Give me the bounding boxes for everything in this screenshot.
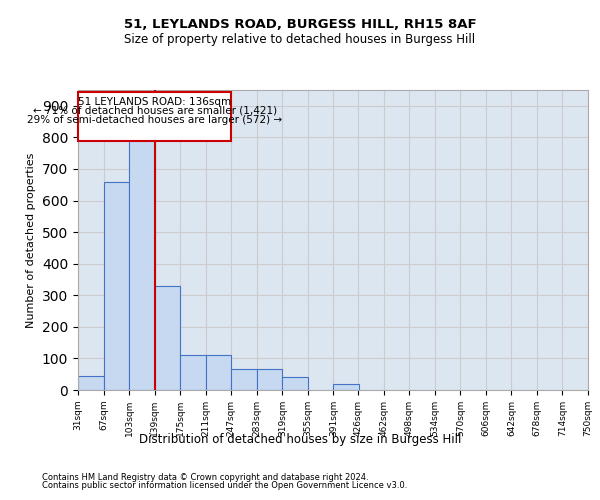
Bar: [78, 376, 104, 390]
Bar: [206, 356, 231, 390]
Text: Contains public sector information licensed under the Open Government Licence v3: Contains public sector information licen…: [42, 481, 407, 490]
Bar: [180, 356, 206, 390]
Bar: [257, 370, 282, 390]
Text: 29% of semi-detached houses are larger (572) →: 29% of semi-detached houses are larger (…: [27, 114, 282, 124]
Text: 51 LEYLANDS ROAD: 136sqm: 51 LEYLANDS ROAD: 136sqm: [78, 97, 231, 107]
Bar: [155, 286, 180, 390]
Bar: [282, 378, 308, 390]
Text: Size of property relative to detached houses in Burgess Hill: Size of property relative to detached ho…: [124, 32, 476, 46]
Bar: [104, 182, 129, 390]
FancyBboxPatch shape: [78, 92, 231, 140]
Bar: [334, 384, 359, 390]
Y-axis label: Number of detached properties: Number of detached properties: [26, 152, 37, 328]
Text: ← 71% of detached houses are smaller (1,421): ← 71% of detached houses are smaller (1,…: [32, 106, 277, 116]
Text: 51, LEYLANDS ROAD, BURGESS HILL, RH15 8AF: 51, LEYLANDS ROAD, BURGESS HILL, RH15 8A…: [124, 18, 476, 30]
Bar: [231, 370, 257, 390]
Text: Distribution of detached houses by size in Burgess Hill: Distribution of detached houses by size …: [139, 432, 461, 446]
Bar: [129, 131, 155, 390]
Text: Contains HM Land Registry data © Crown copyright and database right 2024.: Contains HM Land Registry data © Crown c…: [42, 472, 368, 482]
